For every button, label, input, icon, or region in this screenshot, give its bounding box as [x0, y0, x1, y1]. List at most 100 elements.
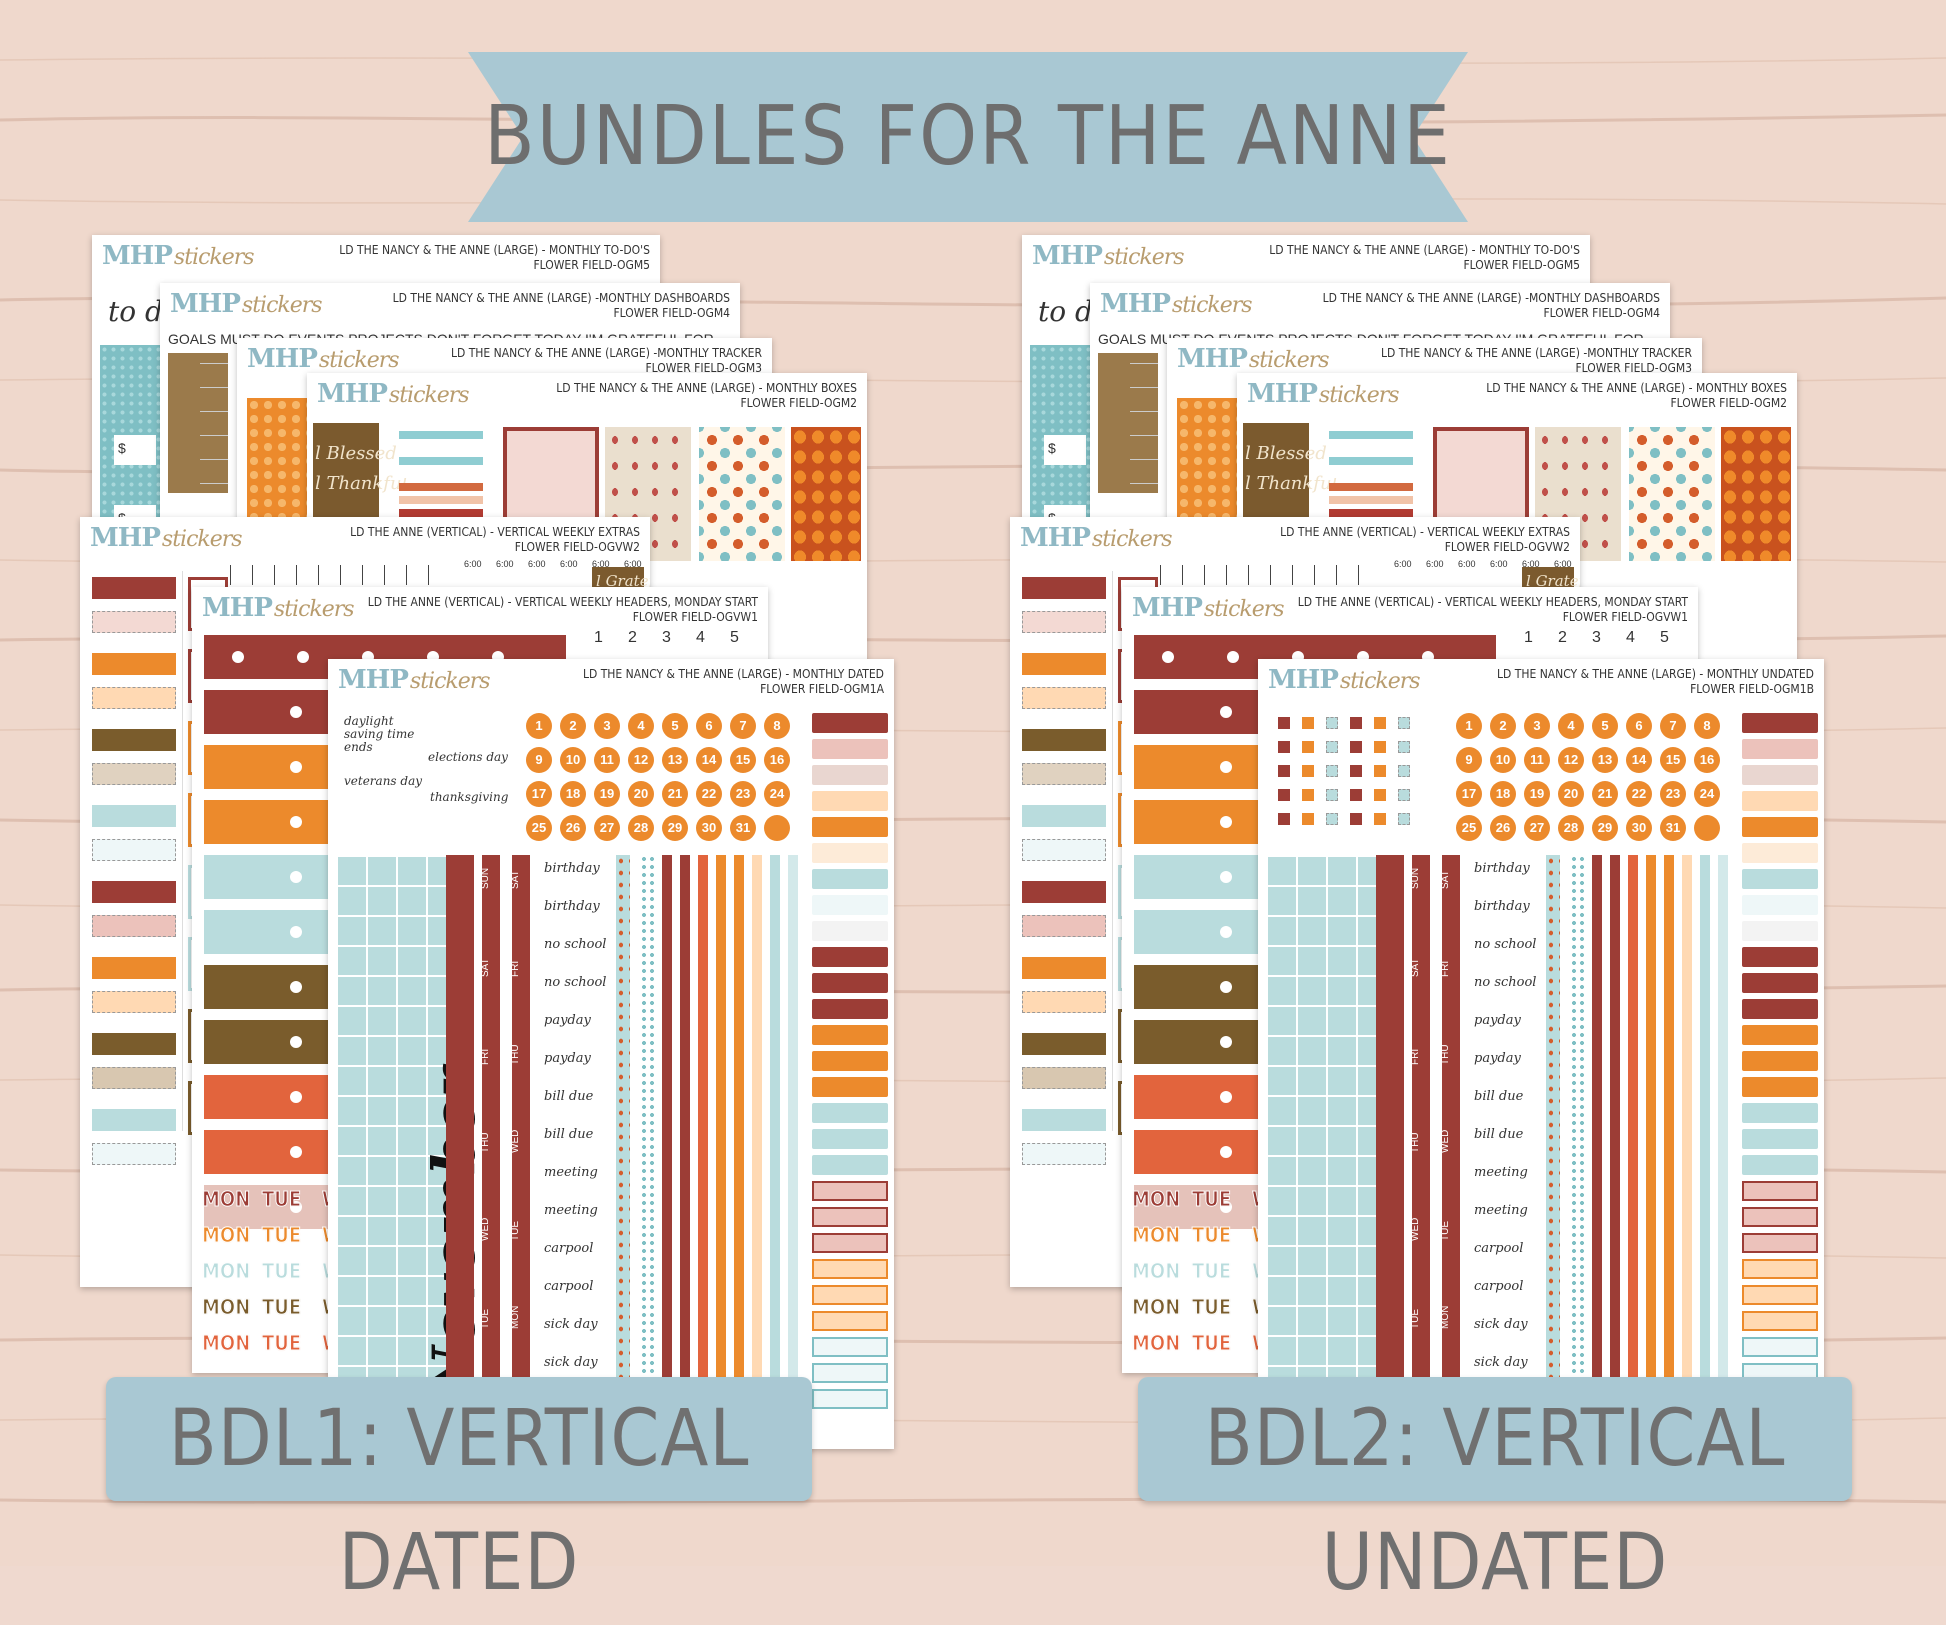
sticker-bar	[1022, 729, 1106, 751]
day-number-circle: 17	[1456, 781, 1482, 807]
script-word: l Grateful	[1526, 572, 1580, 590]
strip-day-label: SAT	[480, 958, 491, 977]
title-ribbon	[468, 52, 1468, 222]
weekday-label: TUE	[261, 1331, 302, 1356]
side-sticker	[812, 1025, 888, 1045]
tick-line	[318, 565, 319, 585]
ruled-line	[200, 483, 228, 484]
sticker-bar	[1022, 577, 1106, 599]
day-number-circle: 21	[662, 781, 688, 807]
day-number-circle: 22	[1626, 781, 1652, 807]
strip-day-label: THU	[1410, 1132, 1421, 1153]
header-dot	[1220, 1146, 1232, 1158]
weekday-label: MON	[1131, 1295, 1181, 1320]
washi-strip-e	[1628, 855, 1638, 1445]
side-sticker	[1742, 999, 1818, 1019]
washi-strip-g	[1664, 855, 1674, 1445]
strip-day-label: SAT	[510, 870, 521, 889]
side-sticker	[1742, 895, 1818, 915]
side-sticker	[1742, 1311, 1818, 1331]
sticker-bar	[1022, 611, 1106, 633]
sheet-title-line2: FLOWER FIELD-OGVW1	[1562, 610, 1688, 624]
day-number-circle: 27	[594, 815, 620, 841]
script-word: l Blessed	[315, 443, 397, 464]
logo-main-text: MHP	[1268, 665, 1339, 695]
week-number: 2	[1558, 629, 1567, 646]
day-number-circle: 16	[1694, 747, 1720, 773]
sheet-title-line2: FLOWER FIELD-OGM2	[740, 396, 857, 410]
mhp-logo: MHPstickers	[102, 241, 255, 271]
week-number: 1	[594, 629, 603, 646]
day-number-circle: 13	[1592, 747, 1618, 773]
header-dot	[1227, 651, 1239, 663]
sticker-bar	[92, 763, 176, 785]
weekday-label: TUE	[261, 1187, 302, 1212]
day-number-circle: 12	[1558, 747, 1584, 773]
sticker-bar	[92, 653, 176, 675]
washi-strip-e	[698, 855, 708, 1445]
side-sticker	[1742, 1129, 1818, 1149]
sheet-7: MHPstickers LD THE NANCY & THE ANNE (LARG…	[1258, 659, 1824, 1449]
side-sticker	[1742, 1077, 1818, 1097]
washi-strip-i	[770, 855, 780, 1445]
mini-square	[1278, 765, 1290, 777]
mini-square	[1302, 813, 1314, 825]
side-sticker	[812, 713, 888, 733]
sheet-title-line2: FLOWER FIELD-OGM5	[533, 258, 650, 272]
mhp-logo: MHPstickers	[1032, 241, 1185, 271]
pumpkin-panel	[1721, 427, 1791, 561]
time-label: 6:00	[560, 559, 578, 569]
washi-strip-d	[1610, 855, 1620, 1445]
side-sticker	[1742, 1051, 1818, 1071]
logo-sub-text: stickers	[1103, 245, 1185, 270]
weekday-label: MON	[1131, 1223, 1181, 1248]
weekday-label: MON	[201, 1187, 251, 1212]
script-word: no school	[1474, 975, 1537, 990]
washi-strip-h	[752, 855, 762, 1445]
stripe-bar	[399, 457, 483, 465]
day-number-circle: 9	[1456, 747, 1482, 773]
day-number-circle: 24	[764, 781, 790, 807]
leaf-pattern-panel	[1629, 427, 1715, 561]
side-sticker	[1742, 973, 1818, 993]
sheet-title-line2: FLOWER FIELD-OGM5	[1463, 258, 1580, 272]
mini-square	[1278, 717, 1290, 729]
event-script: daylight saving time ends	[344, 714, 415, 754]
sticker-bar	[92, 729, 176, 751]
header-dot	[290, 926, 302, 938]
day-number-circle: 23	[730, 781, 756, 807]
event-script: veterans day	[344, 774, 423, 788]
sticker-bar	[1022, 763, 1106, 785]
sheet-title-line2: FLOWER FIELD-OGVW2	[514, 540, 640, 554]
day-number-circle: 28	[628, 815, 654, 841]
day-number-circle: 4	[628, 713, 654, 739]
washi-strip-j	[788, 855, 798, 1445]
header-dot	[290, 761, 302, 773]
sticker-bar	[1022, 881, 1106, 903]
vertical-strip	[446, 855, 474, 1445]
mini-square	[1398, 789, 1410, 801]
day-number-circle: 15	[1660, 747, 1686, 773]
day-number-circle: 30	[1626, 815, 1652, 841]
weekday-label: TUE	[1191, 1259, 1232, 1284]
side-sticker	[812, 1207, 888, 1227]
day-number-circle: 24	[1694, 781, 1720, 807]
caption-bdl2-text: BDL2: VERTICAL UNDATED	[1204, 1394, 1786, 1608]
mhp-logo: MHPstickers	[90, 523, 243, 553]
day-number-circle: 18	[560, 781, 586, 807]
leaf-panel	[168, 353, 228, 493]
sticker-bar	[92, 577, 176, 599]
header-dot	[1220, 1091, 1232, 1103]
sheet-title-line1: LD THE NANCY & THE ANNE (LARGE) - MONTHL…	[582, 667, 884, 681]
day-strip-b	[512, 855, 530, 1445]
stripe-bar	[399, 496, 483, 504]
day-number-circle: 31	[730, 815, 756, 841]
sheet-title-line2: FLOWER FIELD-OGVW2	[1444, 540, 1570, 554]
mhp-logo: MHPstickers	[247, 344, 400, 374]
header-dot	[290, 706, 302, 718]
day-number-circle: 6	[696, 713, 722, 739]
sticker-bar	[92, 611, 176, 633]
side-sticker	[812, 1363, 888, 1383]
logo-main-text: MHP	[1132, 593, 1203, 623]
header-dot	[1162, 651, 1174, 663]
